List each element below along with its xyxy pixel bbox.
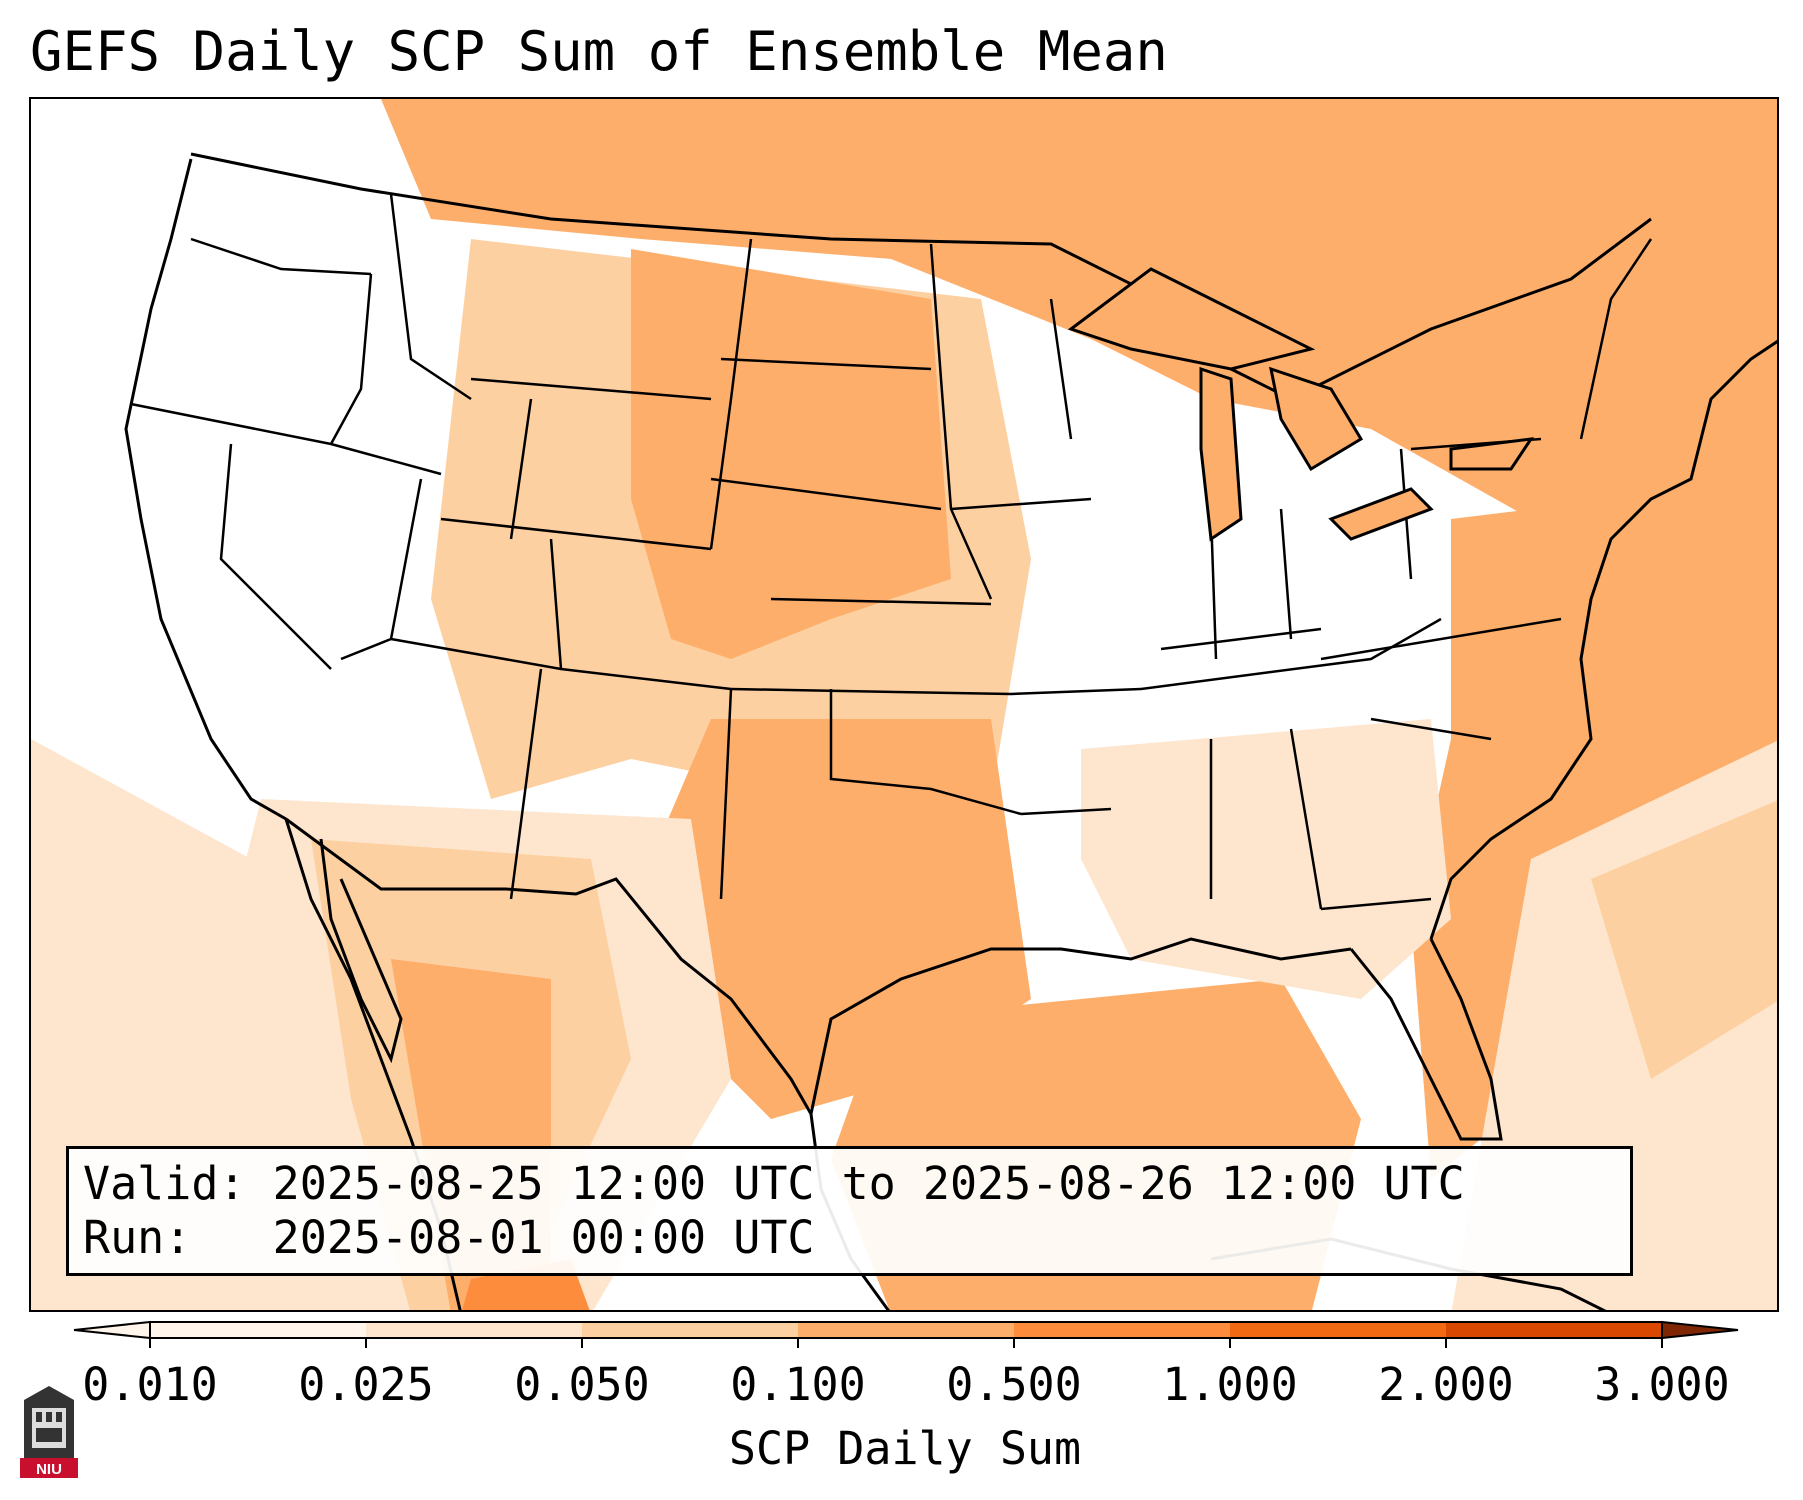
nv-ut-border xyxy=(330,442,442,476)
or-ca-border xyxy=(130,402,332,446)
ok-tx-border xyxy=(829,689,1022,816)
ks-ok-border xyxy=(730,687,1012,696)
colorbar-tick-label: 0.010 xyxy=(82,1358,218,1411)
colorbar-tick-label: 3.000 xyxy=(1594,1358,1730,1411)
wa-or-border xyxy=(190,237,372,276)
nv-az-border xyxy=(340,478,423,661)
colorbar-segment xyxy=(582,1322,799,1338)
mt-nd-border xyxy=(709,238,753,550)
colorbar-segment xyxy=(150,1322,367,1338)
wy-co-border xyxy=(440,517,712,551)
ny-new-england xyxy=(1579,238,1653,440)
lake-michigan xyxy=(1199,366,1243,542)
colorbar-tick-label: 0.050 xyxy=(514,1358,650,1411)
or-id-border xyxy=(329,273,373,445)
colorbar-tick-label: 1.000 xyxy=(1162,1358,1298,1411)
colorbar-segment xyxy=(1014,1322,1231,1338)
scp-field-map xyxy=(31,99,1777,1310)
colorbar-segment xyxy=(798,1322,1015,1338)
run-time: 2025-08-01 00:00 UTC xyxy=(272,1211,815,1264)
al-ga-border xyxy=(1289,728,1323,910)
colorbar-tick-label: 0.100 xyxy=(730,1358,866,1411)
valid-label: Valid: xyxy=(83,1157,246,1210)
great-lakes xyxy=(1067,267,1535,542)
colorbar-ticks xyxy=(149,1338,1663,1348)
wy-ut-border xyxy=(509,398,533,540)
lake-huron xyxy=(1269,366,1364,472)
ky-tn-border xyxy=(1160,627,1322,651)
field-plains-orange xyxy=(631,249,951,659)
ca-nv-border xyxy=(219,443,332,670)
east-coast xyxy=(1429,339,1777,940)
az-nm-border xyxy=(509,668,543,900)
us-mexico-border xyxy=(285,817,813,1115)
nd-mn-border xyxy=(929,243,993,600)
field-north-orange xyxy=(381,99,1777,529)
ia-mo-border xyxy=(950,497,1092,511)
lake-superior xyxy=(1067,267,1316,371)
baja-peninsula xyxy=(319,838,403,1064)
lake-ontario xyxy=(1449,437,1535,471)
colorbar-label: SCP Daily Sum xyxy=(728,1422,1082,1475)
colorbar-tick-label: 0.025 xyxy=(298,1358,434,1411)
mo-ar-border xyxy=(1010,687,1142,696)
nm-tx-border xyxy=(719,688,733,900)
colorbar xyxy=(73,1320,1739,1348)
ne-ks-border xyxy=(770,597,992,606)
field-farsea-orange xyxy=(1591,800,1777,1079)
sd-ne-border xyxy=(710,477,942,511)
field-southeast-pale xyxy=(1081,719,1451,999)
va-nc-border xyxy=(1320,617,1562,661)
colorbar-segments xyxy=(150,1322,1663,1338)
state-boundaries xyxy=(130,193,1653,911)
in-oh-border xyxy=(1279,508,1293,640)
field-shading xyxy=(31,99,1777,1310)
gulf-coast xyxy=(809,937,1352,1115)
colorbar-outline xyxy=(149,1321,1663,1339)
colorbar-tick-label: 0.500 xyxy=(946,1358,1082,1411)
valid-range: 2025-08-25 12:00 UTC to 2025-08-26 12:00… xyxy=(272,1157,1465,1210)
id-mt-border xyxy=(389,193,472,401)
colorbar-extend-low xyxy=(73,1320,151,1340)
florida-coast xyxy=(1349,938,1503,1141)
co-nm-border xyxy=(549,538,563,670)
niu-logo: NIU xyxy=(20,1386,78,1478)
run-label: Run: xyxy=(83,1211,192,1264)
mt-wy-border xyxy=(470,377,712,401)
colorbar-tick-label: 2.000 xyxy=(1378,1358,1514,1411)
colorbar-segment xyxy=(366,1322,583,1338)
map-panel xyxy=(29,97,1779,1312)
validity-info-box: Valid: 2025-08-25 12:00 UTC to 2025-08-2… xyxy=(66,1146,1633,1276)
colorbar-segment xyxy=(1446,1322,1663,1338)
niu-logo-text: NIU xyxy=(36,1461,62,1478)
ga-fl-border xyxy=(1320,897,1432,911)
ar-la-border xyxy=(1020,807,1112,816)
tn-border xyxy=(1140,617,1442,691)
colorbar-extend-high xyxy=(1661,1320,1739,1340)
lake-erie xyxy=(1328,487,1434,541)
colorbar-segment xyxy=(1230,1322,1447,1338)
map-title: GEFS Daily SCP Sum of Ensemble Mean xyxy=(30,20,1168,83)
mn-wi-border xyxy=(1049,298,1073,440)
west-coast xyxy=(124,158,287,821)
sc-nc-border xyxy=(1370,717,1492,741)
nd-sd-border xyxy=(720,357,932,371)
